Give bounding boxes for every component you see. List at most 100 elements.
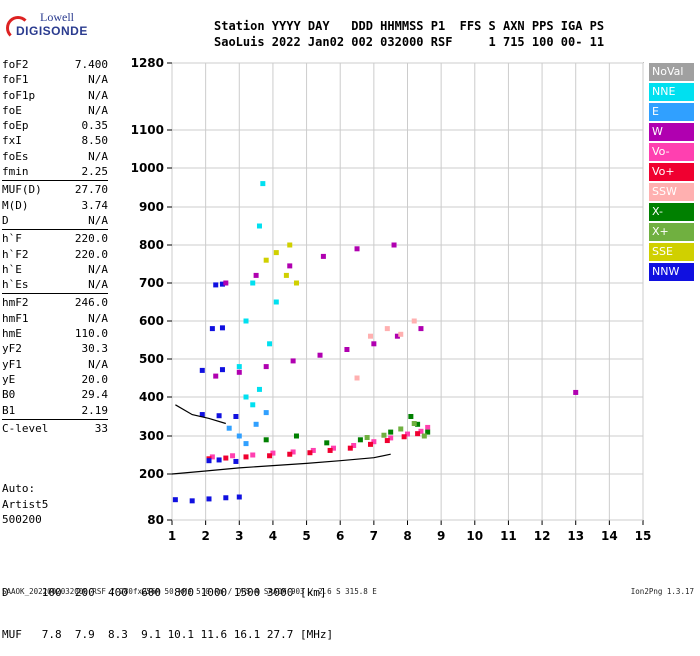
param-name: hmF1 (2, 311, 29, 325)
param-name: foEs (2, 149, 29, 163)
data-point (408, 414, 414, 419)
data-point (357, 437, 363, 443)
data-point (256, 386, 262, 392)
auto-version: 500200 (2, 513, 42, 526)
x-tick-label: 3 (235, 529, 243, 543)
data-point (411, 421, 417, 427)
data-point (209, 454, 215, 460)
data-point (415, 431, 421, 437)
data-point (250, 280, 256, 286)
param-value: N/A (88, 311, 108, 325)
logo-swoosh-icon (6, 16, 30, 40)
param-row: yF2 30.3 (2, 341, 108, 356)
data-point (213, 373, 219, 379)
param-row: h`E N/A (2, 262, 108, 277)
param-row: C-level 33 (2, 421, 108, 436)
data-point (236, 364, 242, 370)
data-point (381, 432, 387, 438)
param-name: hmE (2, 327, 22, 341)
param-value: 29.4 (81, 388, 109, 402)
data-point (267, 453, 273, 459)
data-point (250, 402, 256, 408)
data-point (206, 496, 212, 502)
data-point (344, 347, 350, 352)
param-value: 33 (94, 421, 108, 435)
param-value: N/A (88, 103, 108, 117)
data-point (293, 433, 299, 439)
legend-item: E (649, 102, 694, 122)
y-tick-label: 1100 (131, 123, 164, 137)
y-tick-label: 1280 (131, 56, 164, 70)
data-point (273, 299, 279, 305)
data-point (216, 413, 222, 419)
data-point (411, 318, 417, 324)
param-name: fmin (2, 165, 29, 179)
software-version: Ion2Png 1.3.17 (630, 587, 694, 596)
data-point (405, 431, 410, 437)
param-row: hmE 110.0 (2, 326, 108, 341)
logo-brand-line2: DIGISONDE (16, 24, 88, 38)
data-point (223, 455, 229, 461)
param-row: yF1 N/A (2, 357, 108, 372)
param-value: 110.0 (74, 327, 108, 341)
y-tick-label: 900 (139, 200, 164, 214)
y-tick-label: 300 (139, 429, 164, 443)
data-point (351, 443, 357, 448)
y-tick-label: 700 (139, 276, 164, 290)
data-point (236, 433, 242, 439)
data-point (263, 364, 269, 370)
param-name: fxI (2, 134, 22, 148)
param-name: MUF(D) (2, 183, 42, 197)
x-tick-label: 15 (635, 529, 652, 543)
param-row: fxI 8.50 (2, 133, 108, 148)
param-value: 0.35 (81, 119, 109, 133)
data-point (367, 441, 373, 447)
data-point (216, 457, 222, 463)
param-row: hmF1 N/A (2, 311, 108, 326)
data-point (330, 445, 336, 451)
data-point (394, 333, 400, 339)
data-point (209, 326, 215, 332)
data-point (243, 318, 249, 324)
data-point (391, 242, 397, 248)
data-point (236, 494, 242, 500)
data-point (384, 438, 390, 444)
data-point (236, 369, 242, 375)
data-point (223, 280, 229, 286)
data-point (230, 453, 236, 459)
data-point (273, 250, 279, 256)
data-point (267, 341, 273, 347)
param-row: B0 29.4 (2, 387, 108, 402)
x-tick-label: 9 (437, 529, 445, 543)
header-values: SaoLuis 2022 Jan02 002 032000 RSF 1 715 … (214, 35, 605, 49)
data-point (219, 281, 225, 287)
param-separator (2, 293, 108, 295)
data-point (290, 449, 296, 455)
param-name: h`E (2, 262, 22, 276)
param-name: foEp (2, 119, 29, 133)
param-value: 20.0 (81, 372, 109, 386)
param-separator (2, 418, 108, 420)
legend-item: NoVal (649, 63, 694, 82)
param-name: foF1p (2, 88, 36, 102)
data-point (415, 421, 421, 427)
data-point (287, 242, 293, 248)
y-tick-label: 500 (139, 352, 164, 366)
param-row: MUF(D) 27.70 (2, 182, 108, 197)
data-point (354, 246, 360, 252)
param-separator (2, 180, 108, 182)
y-tick-label: 600 (139, 314, 164, 328)
data-point (223, 495, 229, 501)
file-info-footer: SAAOK_2022002032000.RSF / 280fx256h 50 k… (2, 587, 377, 596)
param-name: h`F2 (2, 247, 29, 261)
param-value: 27.70 (74, 183, 108, 197)
data-point (263, 257, 269, 263)
param-name: yF2 (2, 342, 22, 356)
trace-line (175, 404, 226, 425)
data-point (199, 367, 205, 373)
param-value: 2.25 (81, 165, 109, 179)
data-point (307, 450, 313, 456)
x-tick-label: 4 (269, 529, 277, 543)
data-point (283, 272, 289, 278)
param-value: N/A (88, 73, 108, 87)
